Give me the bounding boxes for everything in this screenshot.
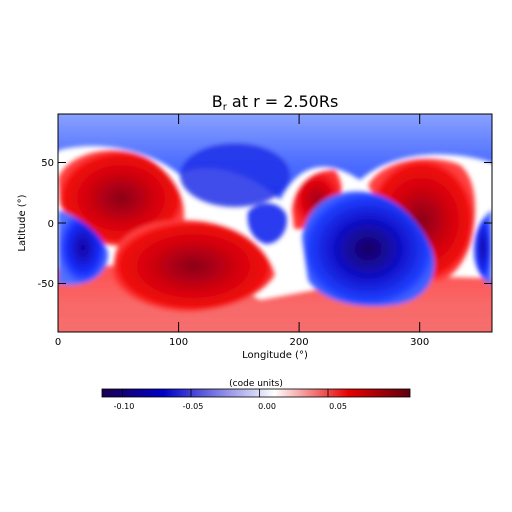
colorbar-tick-label: 0.05	[329, 402, 347, 411]
x-tick-label: 200	[290, 337, 309, 348]
colorbar	[101, 388, 411, 398]
heatmap-plot-area	[58, 114, 492, 332]
colorbar-label: (code units)	[229, 379, 283, 389]
x-axis-label: Longitude (°)	[242, 350, 308, 361]
y-tick-label: -50	[38, 279, 54, 290]
y-tick-label: 0	[48, 219, 54, 230]
chart-title: Br at r = 2.50Rs	[212, 92, 339, 113]
y-axis	[58, 162, 492, 284]
x-tick-label: 0	[55, 337, 61, 348]
colorbar-tick-label: 0.00	[258, 402, 276, 411]
y-axis-label: Latitude (°)	[17, 194, 28, 251]
x-tick-label: 100	[169, 337, 188, 348]
x-axis	[57, 114, 421, 332]
x-tick-label: 300	[410, 337, 429, 348]
colorbar-tick-label: -0.10	[114, 402, 135, 411]
colorbar-tick-label: -0.05	[183, 402, 204, 411]
y-tick-label: 50	[41, 158, 54, 169]
colorbar-ticks	[122, 389, 329, 397]
